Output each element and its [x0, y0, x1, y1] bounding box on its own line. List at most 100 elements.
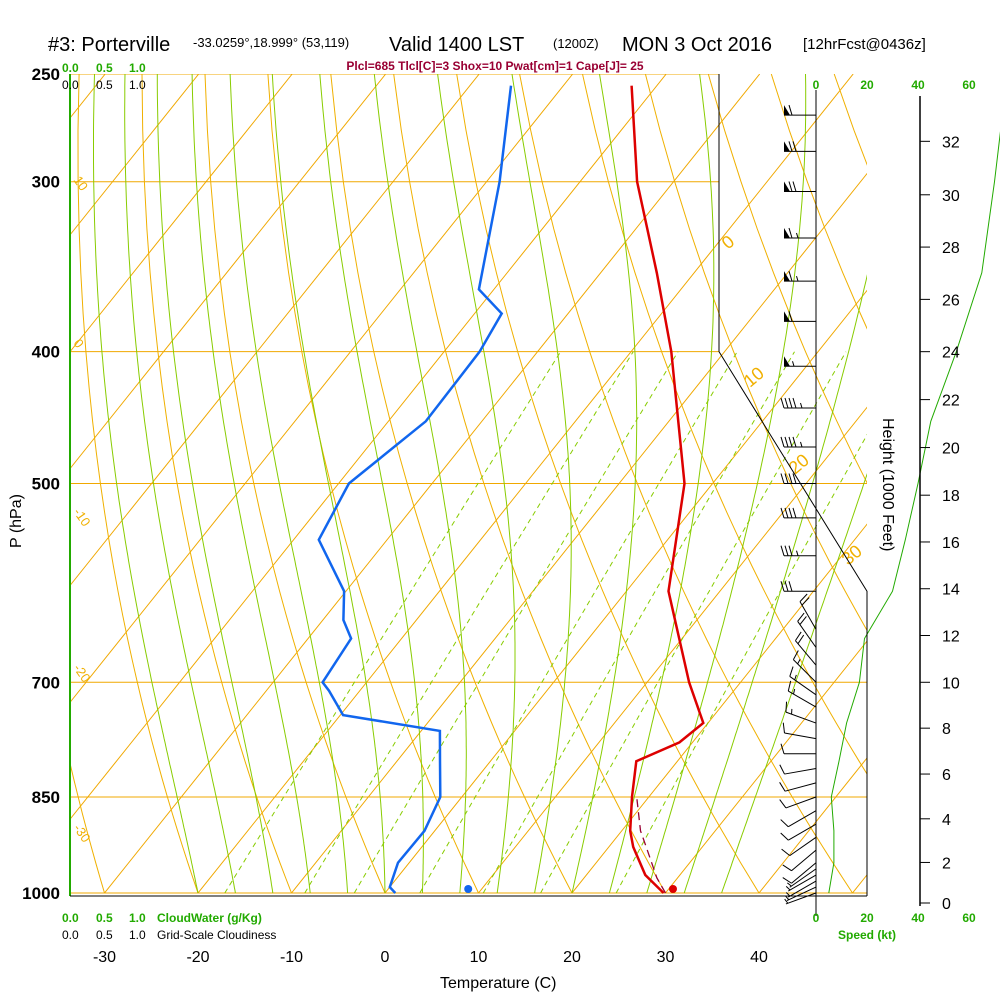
- wind-barb-feather: [781, 820, 789, 827]
- speed-tick-label-bottom: 40: [911, 911, 925, 925]
- wind-barb-feather: [789, 105, 792, 115]
- cloudwater-scale-label: 1.0: [129, 61, 146, 75]
- cloudiness-scale-label: 0.0: [62, 928, 79, 942]
- height-tick-label: 30: [942, 188, 960, 205]
- cloudwater-scale-label: 0.0: [62, 61, 79, 75]
- isotherm-line: [0, 74, 12, 893]
- isotherm-line: [853, 74, 1000, 893]
- wind-barb-half-feather: [801, 403, 803, 408]
- wind-barb-feather: [783, 723, 784, 733]
- mixing-ratio-line: [225, 352, 561, 893]
- wind-barb: [781, 398, 816, 408]
- temperature-tick-label: -10: [280, 949, 303, 966]
- cloudiness-scale-label: 1.0: [129, 928, 146, 942]
- wind-barb-feather: [781, 508, 784, 518]
- height-axis-title: Height (1000 Feet): [879, 418, 896, 551]
- wind-barb-feather: [789, 581, 792, 591]
- wind-barb-feather: [783, 865, 792, 871]
- wind-barb-feather: [790, 667, 793, 677]
- wind-barb-staff: [786, 797, 816, 808]
- wind-barb-half-feather: [797, 233, 799, 238]
- mixing-ratio-line: [305, 352, 633, 893]
- wind-barb: [795, 632, 816, 665]
- station-name: #3: Porterville: [48, 34, 170, 56]
- wind-barb-feather: [789, 546, 792, 556]
- wind-barb-feather: [785, 437, 788, 447]
- wind-barb-staff: [785, 783, 816, 791]
- wind-barb-feather: [793, 437, 796, 447]
- mixing-ratio-label: 3: [348, 903, 364, 918]
- height-tick-label: 10: [942, 675, 960, 692]
- wind-barb-staff: [784, 769, 816, 775]
- station-coords: -33.0259°,18.999° (53,119): [193, 35, 349, 50]
- wind-barb: [781, 508, 816, 518]
- mixing-ratio-line: [354, 352, 678, 893]
- wind-barb-staff: [788, 691, 816, 707]
- wind-barb-feather: [793, 508, 796, 518]
- height-tick-label: 32: [942, 134, 960, 151]
- wind-barb-staff: [788, 824, 816, 840]
- temperature-tick-label: 20: [563, 949, 581, 966]
- wind-barb-half-feather: [793, 361, 795, 366]
- surface-temperature-dot: [669, 885, 677, 893]
- valid-time: Valid 1400 LST: [389, 34, 524, 56]
- dry-adiabat-line: [960, 74, 1000, 893]
- wind-barb: [800, 594, 816, 629]
- wind-barb-feather: [785, 508, 788, 518]
- x-axis-title: Temperature (C): [440, 975, 556, 992]
- cloudiness-scale-label: 1.0: [129, 78, 146, 92]
- cloudiness-scale-label: 0.5: [96, 78, 113, 92]
- wind-barb: [780, 765, 816, 774]
- speed-axis-label: Speed (kt): [838, 928, 896, 942]
- forecast-run: [12hrFcst@0436z]: [803, 36, 926, 53]
- speed-tick-label-top: 60: [962, 78, 976, 92]
- wind-barb-feather: [789, 271, 792, 281]
- cloudwater-scale-label: 0.0: [62, 911, 79, 925]
- temperature-tick-label: 40: [750, 949, 768, 966]
- mixing-ratio-label: 8: [476, 903, 492, 918]
- speed-tick-label-top: 0: [813, 78, 820, 92]
- wind-barb: [781, 824, 816, 840]
- height-tick-label: 6: [942, 767, 951, 784]
- moist-adiabat-label: 10: [740, 363, 768, 391]
- wind-barb-feather: [789, 398, 792, 408]
- chart-header: #3: Porterville -33.0259°,18.999° (53,11…: [48, 34, 926, 73]
- cloudwater-scale-label: 0.5: [96, 911, 113, 925]
- cloudwater-scale-label: 1.0: [129, 911, 146, 925]
- wind-barb: [780, 782, 816, 791]
- wind-barb-feather: [781, 833, 789, 840]
- wind-barb-feather: [780, 765, 785, 774]
- wind-barb-feather: [782, 849, 790, 855]
- wind-barb-feather: [789, 228, 792, 238]
- wind-barb-feather: [780, 800, 786, 808]
- wind-barb: [784, 181, 816, 191]
- wind-barb-half-feather: [793, 689, 794, 694]
- wind-barb-feather: [781, 398, 784, 408]
- mixing-ratio-line: [541, 352, 846, 893]
- wind-barb-half-feather: [786, 886, 790, 890]
- height-tick-label: 8: [942, 721, 951, 738]
- wind-barb-feather: [785, 546, 788, 556]
- wind-barb-feather: [793, 398, 796, 408]
- height-tick-label: 0: [942, 896, 951, 913]
- temperature-tick-label: 30: [657, 949, 675, 966]
- moist-adiabat-label: 30: [838, 541, 866, 569]
- dry-adiabat-label: 10: [71, 173, 92, 193]
- speed-tick-label-top: 40: [911, 78, 925, 92]
- wind-barb: [781, 437, 816, 447]
- moist-adiabat-label: 0: [718, 231, 739, 253]
- pressure-tick-label: 300: [32, 173, 60, 192]
- wind-barb: [781, 811, 816, 827]
- wind-barb-feather: [781, 474, 784, 484]
- cloudiness-axis-label: Grid-Scale Cloudiness: [157, 928, 276, 942]
- wind-barb-feather: [789, 181, 792, 191]
- height-tick-label: 4: [942, 812, 951, 829]
- temperature-tick-label: 10: [470, 949, 488, 966]
- zulu-time: (1200Z): [553, 36, 599, 51]
- dry-adiabat-label: -10: [71, 505, 94, 529]
- wind-barb-feather: [783, 878, 792, 884]
- wind-barb: [782, 837, 816, 855]
- wind-barb-half-feather: [785, 899, 788, 903]
- height-tick-label: 14: [942, 582, 960, 599]
